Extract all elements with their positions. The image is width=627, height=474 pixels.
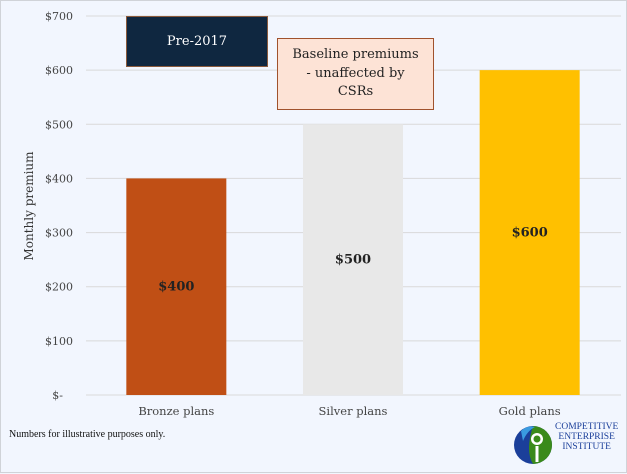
y-tick-label: $300: [45, 227, 73, 240]
logo-text: ENTERPRISE: [558, 431, 615, 442]
y-tick-label: $400: [45, 172, 73, 185]
annotation-baseline: Baseline premiums - unaffected by CSRs: [277, 38, 434, 110]
y-tick-label: $700: [45, 10, 73, 23]
x-tick-label: Bronze plans: [138, 404, 214, 418]
logo-text: INSTITUTE: [562, 441, 611, 452]
y-tick-label: $200: [45, 281, 73, 294]
bar-silver: [303, 124, 403, 396]
cei-logo: COMPETITIVE ENTERPRISE INSTITUTE: [513, 421, 625, 467]
x-tick-label: Silver plans: [319, 404, 388, 418]
bar-bronze: [126, 178, 227, 395]
annotation-pre-2017: Pre-2017: [126, 16, 268, 67]
logo-icon: [514, 426, 552, 464]
footnote: Numbers for illustrative purposes only.: [9, 429, 166, 440]
data-label: $400: [158, 280, 194, 295]
logo-text: COMPETITIVE: [555, 422, 619, 432]
y-axis-label: Monthly premium: [22, 151, 36, 261]
data-label: $600: [512, 226, 548, 241]
y-tick-label: $500: [45, 118, 73, 131]
y-tick-label: $600: [45, 64, 73, 77]
annotation-text: Baseline premiums - unaffected by CSRs: [292, 46, 419, 100]
annotation-text: Pre-2017: [166, 34, 228, 49]
y-tick-label: $-: [52, 389, 63, 402]
x-tick-label: Gold plans: [499, 404, 561, 418]
y-tick-label: $100: [45, 335, 73, 348]
data-label: $500: [335, 253, 371, 268]
bar-gold: [479, 70, 580, 396]
